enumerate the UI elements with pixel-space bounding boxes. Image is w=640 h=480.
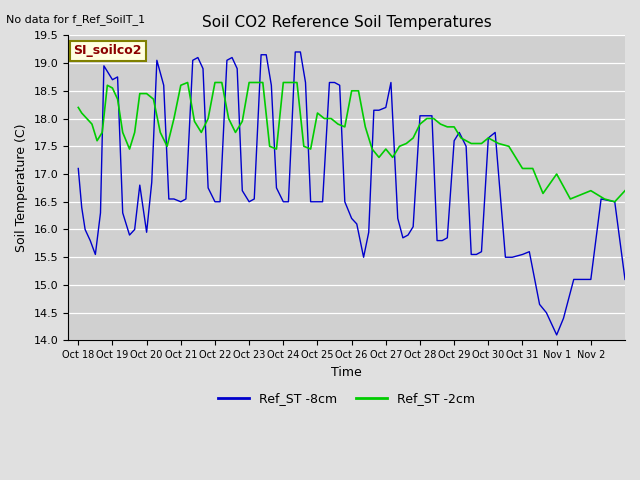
Title: Soil CO2 Reference Soil Temperatures: Soil CO2 Reference Soil Temperatures [202,15,492,30]
Ref_ST -8cm [262,52,270,58]
Line: Ref_ST -2cm: Ref_ST -2cm [78,83,625,202]
Ref_ST -8cm [291,49,299,55]
Ref_ST -8cm [119,210,127,216]
Ref_ST -8cm [131,227,138,232]
Text: SI_soilco2: SI_soilco2 [74,45,142,58]
Ref_ST -2cm [467,141,475,146]
Ref_ST -8cm [553,332,561,338]
Ref_ST -2cm [104,83,111,88]
Ref_ST -2cm [444,124,451,130]
Ref_ST -2cm [539,191,547,196]
Ref_ST -8cm [74,166,82,171]
Ref_ST -2cm [184,80,191,85]
Ref_ST -8cm [170,196,178,202]
Ref_ST -2cm [621,188,629,193]
Ref_ST -8cm [331,80,339,85]
Ref_ST -2cm [457,135,465,141]
Text: No data for f_Ref_SoilT_1: No data for f_Ref_SoilT_1 [6,14,145,25]
Ref_ST -2cm [74,105,82,110]
Ref_ST -2cm [484,135,492,141]
X-axis label: Time: Time [331,366,362,379]
Ref_ST -8cm [621,276,629,282]
Legend: Ref_ST -8cm, Ref_ST -2cm: Ref_ST -8cm, Ref_ST -2cm [213,387,480,410]
Ref_ST -2cm [611,199,619,204]
Line: Ref_ST -8cm: Ref_ST -8cm [78,52,625,335]
Y-axis label: Soil Temperature (C): Soil Temperature (C) [15,124,28,252]
Ref_ST -8cm [536,301,543,307]
